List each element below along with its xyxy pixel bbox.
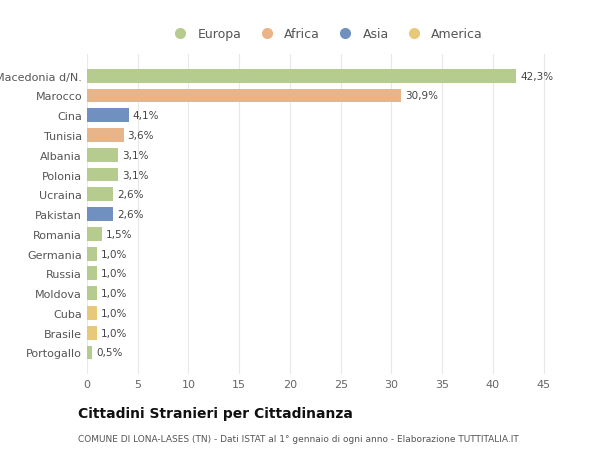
Text: 1,5%: 1,5% [106,230,133,239]
Text: 0,5%: 0,5% [96,347,122,358]
Text: 4,1%: 4,1% [133,111,159,121]
Bar [87,286,97,300]
Text: 1,0%: 1,0% [101,249,128,259]
Legend: Europa, Africa, Asia, America: Europa, Africa, Asia, America [163,23,488,46]
Bar [87,168,118,182]
Text: Cittadini Stranieri per Cittadinanza: Cittadini Stranieri per Cittadinanza [78,406,353,420]
Bar [87,207,113,222]
Text: 30,9%: 30,9% [404,91,437,101]
Bar [87,70,516,84]
Bar [87,346,92,359]
Bar [87,90,401,103]
Bar [87,188,113,202]
Text: 1,0%: 1,0% [101,289,128,298]
Text: 1,0%: 1,0% [101,308,128,318]
Text: 3,1%: 3,1% [122,151,149,160]
Bar [87,109,128,123]
Bar [87,247,97,261]
Bar [87,306,97,320]
Text: 2,6%: 2,6% [118,190,144,200]
Text: 1,0%: 1,0% [101,328,128,338]
Text: 42,3%: 42,3% [520,72,553,82]
Bar [87,129,124,143]
Text: 3,6%: 3,6% [128,131,154,140]
Text: 2,6%: 2,6% [118,210,144,219]
Text: 1,0%: 1,0% [101,269,128,279]
Bar [87,149,118,162]
Bar [87,267,97,280]
Text: COMUNE DI LONA-LASES (TN) - Dati ISTAT al 1° gennaio di ogni anno - Elaborazione: COMUNE DI LONA-LASES (TN) - Dati ISTAT a… [78,434,519,443]
Text: 3,1%: 3,1% [122,170,149,180]
Bar [87,227,102,241]
Bar [87,326,97,340]
